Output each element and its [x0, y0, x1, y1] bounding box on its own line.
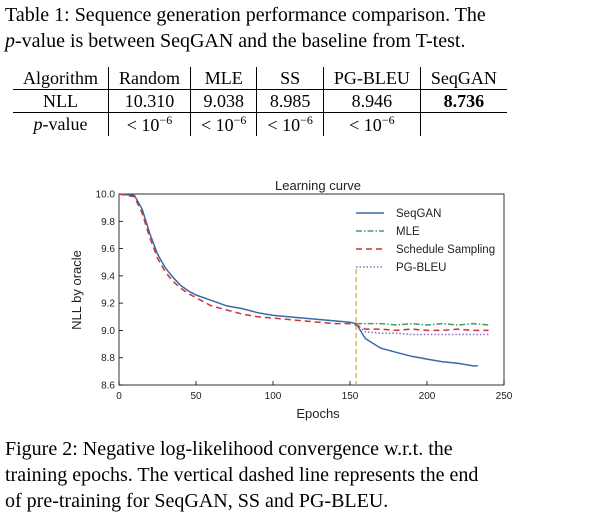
y-tick-label: 9.4 — [101, 271, 115, 282]
y-tick-label: 10.0 — [96, 190, 116, 201]
x-axis-ticks: 0 50 100 150 200 250 — [116, 381, 513, 402]
pvalue-label-text: -value — [42, 114, 88, 134]
x-tick-label: 200 — [419, 391, 436, 402]
series-layer — [118, 193, 489, 385]
table-header-cell: SS — [256, 67, 324, 90]
table-header-cell: Algorithm — [13, 67, 109, 90]
table-cell: < 10−6 — [190, 112, 258, 136]
x-axis-label: Epochs — [296, 406, 340, 421]
y-tick-label: 8.8 — [101, 353, 115, 364]
legend-label: Schedule Sampling — [396, 244, 495, 256]
table-cell: 8.985 — [256, 89, 324, 113]
table-row-pvalue: p-value < 10−6 < 10−6 < 10−6 < 10−6 — [13, 112, 507, 137]
x-tick-label: 50 — [190, 391, 202, 402]
pvalue-exponent: −6 — [300, 113, 313, 127]
series-line-seqgan — [118, 193, 478, 367]
table-caption-line1: Table 1: Sequence generation performance… — [5, 4, 486, 26]
table-header-cell: MLE — [190, 67, 258, 90]
figure-caption-line1: Figure 2: Negative log-likelihood conver… — [5, 438, 453, 460]
legend-label: SeqGAN — [396, 208, 441, 220]
table-caption-p-symbol: p — [5, 30, 15, 52]
pvalue-exponent: −6 — [233, 113, 247, 127]
series-line-schedule-sampling — [118, 193, 489, 332]
table-cell: 8.946 — [323, 89, 421, 113]
table-caption: Table 1: Sequence generation performance… — [5, 2, 591, 54]
y-axis-label: NLL by oracle — [69, 250, 84, 330]
x-tick-label: 250 — [496, 391, 513, 402]
x-tick-label: 150 — [342, 391, 359, 402]
table-cell: 9.038 — [190, 89, 258, 113]
legend-label: MLE — [396, 226, 420, 238]
chart-legend: SeqGAN MLE Schedule Sampling PG-BLEU — [356, 208, 495, 274]
table-header-cell: PG-BLEU — [323, 67, 421, 90]
x-tick-label: 0 — [116, 391, 122, 402]
pvalue-exponent: −6 — [381, 113, 395, 127]
table-cell: < 10−6 — [323, 112, 421, 136]
table-cell-empty — [420, 113, 507, 137]
table-header-row: Algorithm Random MLE SS PG-BLEU SeqGAN — [13, 67, 507, 90]
legend-label: PG-BLEU — [396, 262, 447, 274]
pvalue-base: < 10 — [349, 115, 382, 135]
figure-caption-line2: training epochs. The vertical dashed lin… — [5, 464, 479, 486]
chart-title: Learning curve — [275, 178, 361, 193]
table-header-cell: SeqGAN — [420, 67, 507, 90]
table-caption-line2: -value is between SeqGAN and the baselin… — [15, 30, 466, 52]
plot-frame — [118, 193, 505, 386]
table-row-label: NLL — [13, 89, 109, 113]
table-header-cell: Random — [108, 67, 191, 90]
series-line-mle — [356, 322, 489, 326]
pvalue-base: < 10 — [201, 115, 234, 135]
y-axis-ticks: 8.6 8.8 9.0 9.2 9.4 9.6 9.8 10.0 — [96, 190, 123, 392]
y-tick-label: 9.6 — [101, 244, 115, 255]
y-tick-label: 8.6 — [101, 381, 115, 392]
pvalue-p-symbol: p — [33, 114, 43, 134]
table-cell: < 10−6 — [108, 112, 191, 136]
figure-caption-line3: of pre-training for SeqGAN, SS and PG-BL… — [5, 490, 389, 512]
pvalue-base: < 10 — [267, 115, 301, 135]
x-tick-label: 100 — [265, 391, 282, 402]
table-row-nll: NLL 10.310 9.038 8.985 8.946 8.736 — [13, 89, 507, 113]
pvalue-exponent: −6 — [159, 113, 173, 127]
results-table: Algorithm Random MLE SS PG-BLEU SeqGAN N… — [13, 67, 507, 136]
y-tick-label: 9.8 — [101, 217, 115, 228]
table-cell-best: 8.736 — [420, 89, 507, 113]
table-row-label: p-value — [13, 112, 109, 136]
table-cell: < 10−6 — [256, 112, 324, 136]
y-tick-label: 9.0 — [101, 326, 115, 337]
learning-curve-chart: Learning curve Epochs NLL by oracle 0 50 1… — [69, 178, 513, 421]
pvalue-base: < 10 — [126, 115, 160, 135]
figure-caption: Figure 2: Negative log-likelihood conver… — [5, 436, 591, 514]
table-cell: 10.310 — [108, 89, 191, 113]
y-tick-label: 9.2 — [101, 299, 115, 310]
